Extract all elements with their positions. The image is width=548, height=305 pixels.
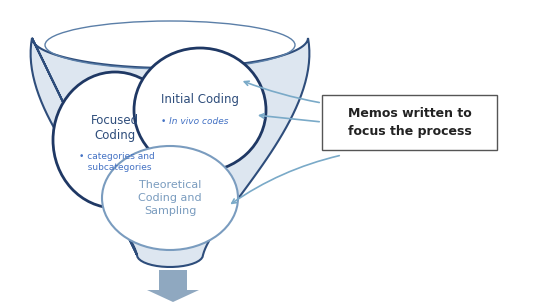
Ellipse shape [134,48,266,172]
Text: Memos written to
focus the process: Memos written to focus the process [347,107,471,138]
Polygon shape [31,38,310,267]
FancyBboxPatch shape [322,95,497,150]
Ellipse shape [102,146,238,250]
Text: Initial Coding: Initial Coding [161,94,239,106]
Text: Theoretical
Coding and
Sampling: Theoretical Coding and Sampling [138,180,202,216]
Text: • In vivo codes: • In vivo codes [161,117,229,127]
Text: Focused
Coding: Focused Coding [91,113,139,142]
Text: • categories and
  subcategories: • categories and subcategories [79,152,155,172]
Polygon shape [147,270,199,302]
Ellipse shape [53,72,177,208]
